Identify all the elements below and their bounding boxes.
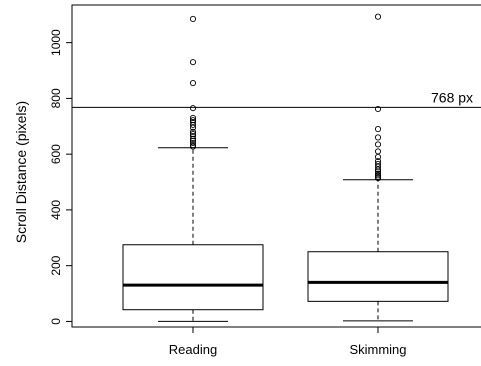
outlier-point	[374, 141, 382, 148]
box-skimming	[307, 13, 449, 322]
iqr-box	[122, 244, 264, 311]
iqr-box	[307, 251, 449, 302]
outlier-point	[374, 153, 382, 160]
outlier-point	[374, 175, 382, 182]
outlier-point	[189, 59, 197, 66]
outlier-point	[189, 124, 197, 131]
y-tick-label: 1000	[49, 29, 63, 56]
y-tick-label: 600	[49, 144, 63, 164]
outlier-point	[189, 117, 197, 124]
outlier-point	[374, 148, 382, 155]
outlier-point	[189, 132, 197, 140]
outlier-point	[189, 114, 197, 121]
box-reading	[122, 15, 264, 322]
outlier-point	[189, 121, 197, 128]
outlier-point	[374, 105, 382, 113]
outlier-point	[189, 137, 197, 144]
outlier-point	[189, 139, 197, 147]
x-tick-label: Reading	[169, 342, 217, 357]
outlier-point	[374, 126, 382, 133]
y-tick-label: 800	[49, 88, 63, 108]
outlier-point	[374, 13, 382, 20]
outlier-point	[189, 80, 197, 87]
outlier-point	[189, 15, 197, 22]
outlier-point	[374, 134, 382, 141]
plot-frame	[71, 4, 481, 328]
outlier-point	[374, 170, 382, 177]
y-tick-label: 0	[49, 318, 63, 325]
x-tick-label: Skimming	[349, 342, 406, 357]
outlier-point	[374, 163, 382, 170]
outlier-point	[189, 131, 197, 138]
outlier-point	[189, 128, 197, 135]
outlier-point	[189, 105, 197, 112]
reference-line-label: 768 px	[431, 89, 473, 105]
outlier-point	[374, 166, 382, 173]
y-tick-label: 400	[49, 200, 63, 220]
outlier-point	[189, 135, 197, 142]
outlier-point	[374, 172, 382, 179]
y-tick-label: 200	[49, 255, 63, 275]
y-axis-title: Scroll Distance (pixels)	[13, 101, 29, 243]
outlier-point	[189, 143, 197, 150]
